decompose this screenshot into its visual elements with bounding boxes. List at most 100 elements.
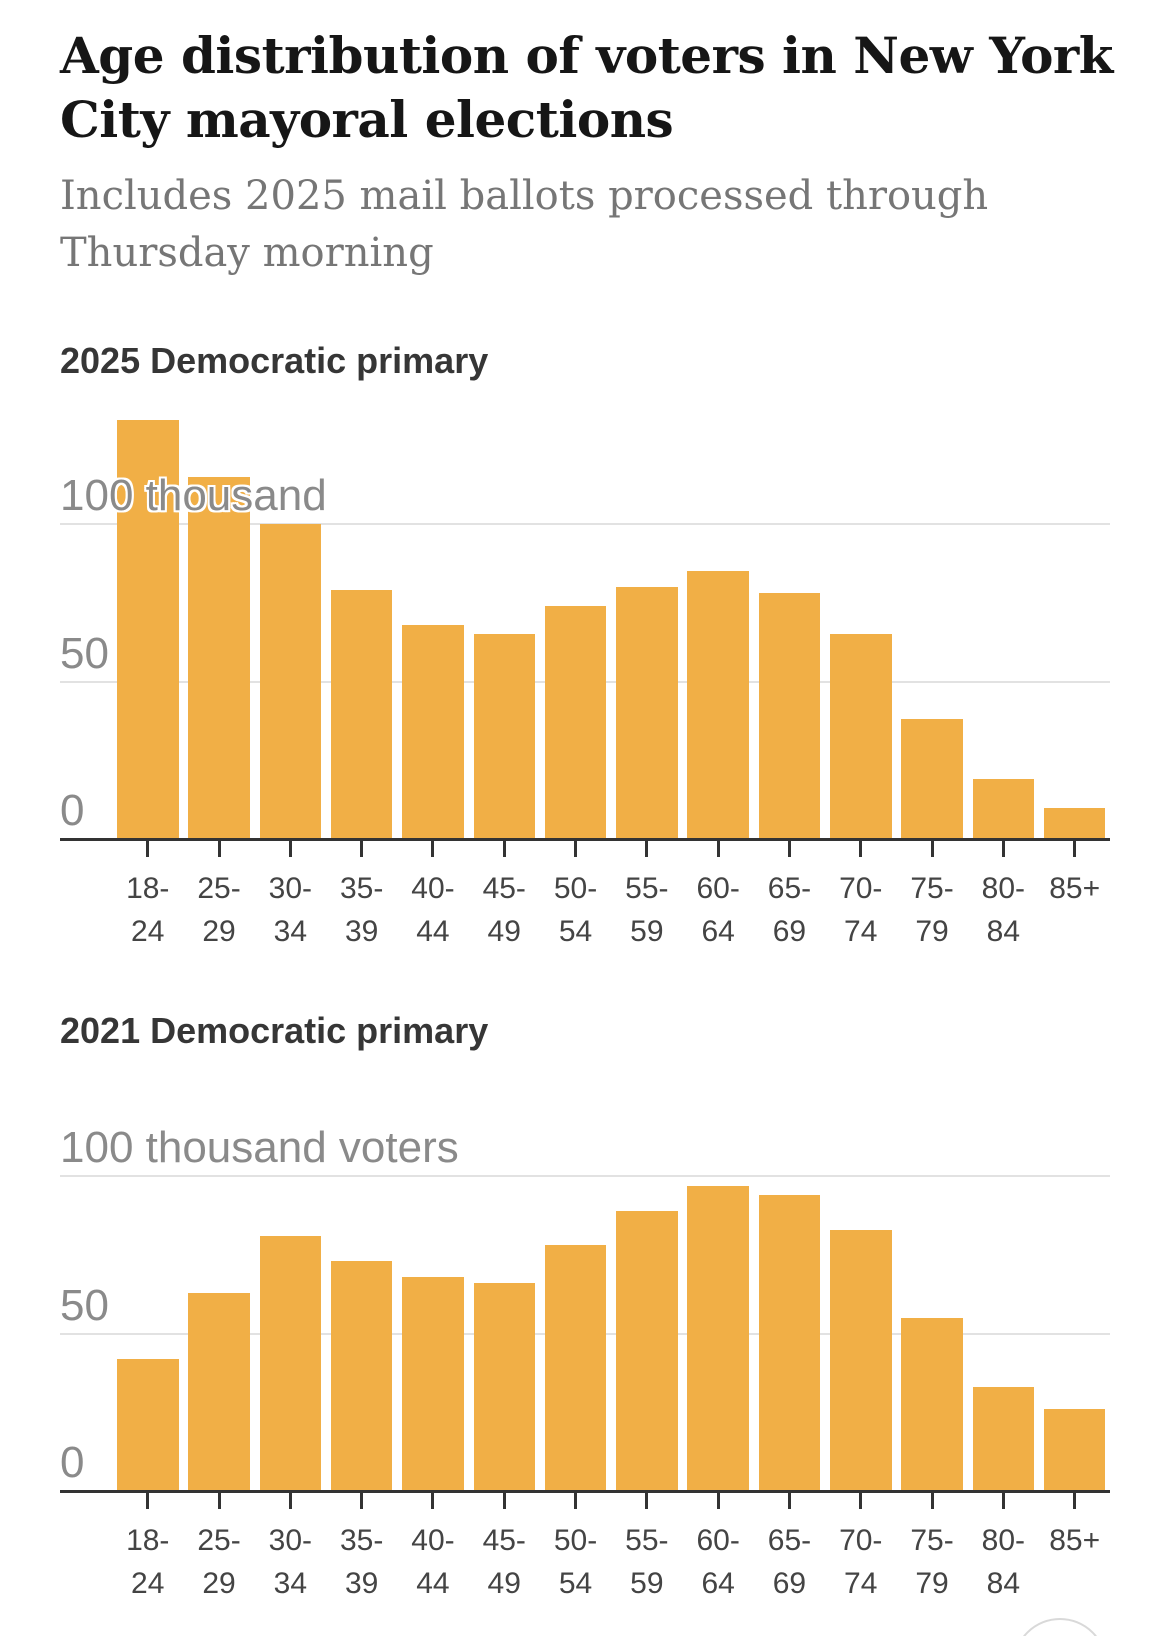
bar-60-64	[687, 571, 749, 840]
axis-tick-65-69	[787, 1492, 791, 1509]
page-title: Age distribution of voters in New York C…	[60, 24, 1113, 152]
axis-tick-55-59	[645, 1492, 649, 1509]
x-label-18-24-line1: 18-	[126, 1524, 170, 1557]
y-axis-label-0: 0	[60, 1438, 85, 1487]
axis-tick-35-39	[360, 1492, 364, 1509]
axis-tick-45-49	[502, 1492, 506, 1509]
x-label-65-69-line1: 65-	[767, 1524, 812, 1557]
axis-tick-30-34	[288, 1492, 292, 1509]
gridline-100	[60, 523, 1110, 525]
x-label-70-74-line1: 70-	[839, 1524, 883, 1557]
axis-tick-50-54	[574, 1492, 577, 1509]
x-label-75-79-line2: 79	[915, 1567, 949, 1600]
bar-70-74	[830, 1229, 892, 1491]
gridline-50	[60, 680, 1110, 683]
x-label-35-39-line2: 39	[344, 1567, 379, 1600]
bar-25-29	[188, 476, 250, 840]
axis-tick-85-plus	[1073, 1492, 1077, 1509]
bar-70-74	[830, 634, 892, 840]
bar-35-39	[330, 590, 393, 839]
axis-tick-60-64	[716, 840, 720, 857]
axis-tick-75-79	[930, 1492, 934, 1509]
x-label-40-44-line2: 44	[416, 1567, 450, 1600]
gridline-100	[60, 1175, 1110, 1177]
gridline-50	[60, 1332, 1110, 1335]
chart-title-2025: 2025 Democratic primary	[60, 340, 489, 381]
x-label-50-54-line2: 54	[558, 915, 593, 948]
axis-tick-30-34	[288, 840, 292, 857]
x-label-18-24-line2: 24	[131, 1567, 165, 1600]
axis-tick-55-59	[645, 840, 649, 857]
x-label-70-74-line2: 74	[844, 1567, 878, 1600]
x-label-70-74-line1: 70-	[839, 872, 883, 905]
x-label-50-54-line1: 50-	[553, 1524, 598, 1557]
floating-action-button[interactable]	[1013, 1618, 1107, 1636]
bar-18-24	[117, 420, 179, 839]
x-label-80-84-line1: 80-	[981, 872, 1026, 905]
bar-75-79	[901, 1317, 963, 1492]
x-label-60-64-line2: 64	[701, 915, 735, 948]
bar-18-24	[117, 1358, 179, 1491]
x-label-75-79-line1: 75-	[910, 1524, 954, 1557]
x-label-40-44-line1: 40-	[411, 1524, 455, 1557]
axis-tick-35-39	[360, 840, 364, 857]
x-label-50-54-line2: 54	[558, 1567, 593, 1600]
x-label-40-44-line2: 44	[416, 915, 450, 948]
x-axis-line	[60, 1490, 1110, 1493]
x-label-35-39-line1: 35-	[339, 872, 384, 905]
x-label-18-24-line1: 18-	[126, 872, 170, 905]
x-label-50-54-line1: 50-	[553, 872, 598, 905]
chart-title-2021: 2021 Democratic primary	[60, 1010, 489, 1051]
x-label-80-84-line1: 80-	[981, 1524, 1026, 1557]
x-label-30-34-line1: 30-	[268, 1524, 313, 1557]
bar-30-34	[259, 524, 322, 839]
x-label-45-49-line1: 45-	[482, 1524, 526, 1557]
x-label-65-69-line1: 65-	[767, 872, 812, 905]
x-label-65-69-line2: 69	[772, 915, 807, 948]
axis-tick-40-44	[431, 840, 435, 857]
x-label-25-29-line2: 29	[202, 1567, 236, 1600]
x-label-45-49-line1: 45-	[482, 872, 526, 905]
y-axis-label-50: 50	[60, 628, 109, 678]
axis-tick-75-79	[930, 840, 934, 857]
x-label-45-49-line2: 49	[487, 915, 521, 948]
bar-50-54	[544, 605, 607, 839]
x-label-75-79-line1: 75-	[910, 872, 954, 905]
bar-55-59	[616, 1210, 678, 1491]
axis-tick-85-plus	[1073, 840, 1077, 857]
x-label-75-79-line2: 79	[915, 915, 949, 948]
x-label-35-39-line2: 39	[344, 915, 379, 948]
x-label-85-plus-line1: 85+	[1049, 872, 1101, 905]
axis-tick-25-29	[217, 840, 221, 857]
axis-tick-70-74	[859, 1492, 863, 1509]
axis-tick-80-84	[1001, 840, 1005, 857]
bar-80-84	[972, 1387, 1035, 1491]
bar-60-64	[687, 1185, 749, 1492]
x-label-55-59-line1: 55-	[625, 1524, 669, 1557]
axis-tick-25-29	[217, 1492, 221, 1509]
x-label-85-plus-line1: 85+	[1049, 1524, 1101, 1557]
x-label-60-64-line1: 60-	[696, 1524, 740, 1557]
x-label-30-34-line1: 30-	[268, 872, 313, 905]
bar-40-44	[402, 1276, 464, 1491]
axis-tick-18-24	[146, 840, 150, 857]
axis-tick-60-64	[716, 1492, 720, 1509]
x-label-30-34-line2: 34	[273, 915, 308, 948]
axis-tick-18-24	[146, 1492, 150, 1509]
x-label-70-74-line2: 74	[844, 915, 878, 948]
x-label-35-39-line1: 35-	[339, 1524, 384, 1557]
axis-tick-40-44	[431, 1492, 435, 1509]
bar-50-54	[544, 1245, 607, 1491]
axis-tick-80-84	[1001, 1492, 1005, 1509]
bar-80-84	[972, 779, 1035, 839]
page-title-line-1: Age distribution of voters in New York	[60, 26, 1113, 85]
x-label-30-34-line2: 34	[273, 1567, 308, 1600]
page-title-line-2: City mayoral elections	[60, 90, 674, 149]
x-label-60-64-line2: 64	[701, 1567, 735, 1600]
y-axis-label-0: 0	[60, 786, 85, 835]
x-label-55-59-line1: 55-	[625, 872, 669, 905]
x-label-60-64-line1: 60-	[696, 872, 740, 905]
bar-45-49	[473, 1283, 535, 1491]
x-label-25-29-line2: 29	[202, 915, 236, 948]
